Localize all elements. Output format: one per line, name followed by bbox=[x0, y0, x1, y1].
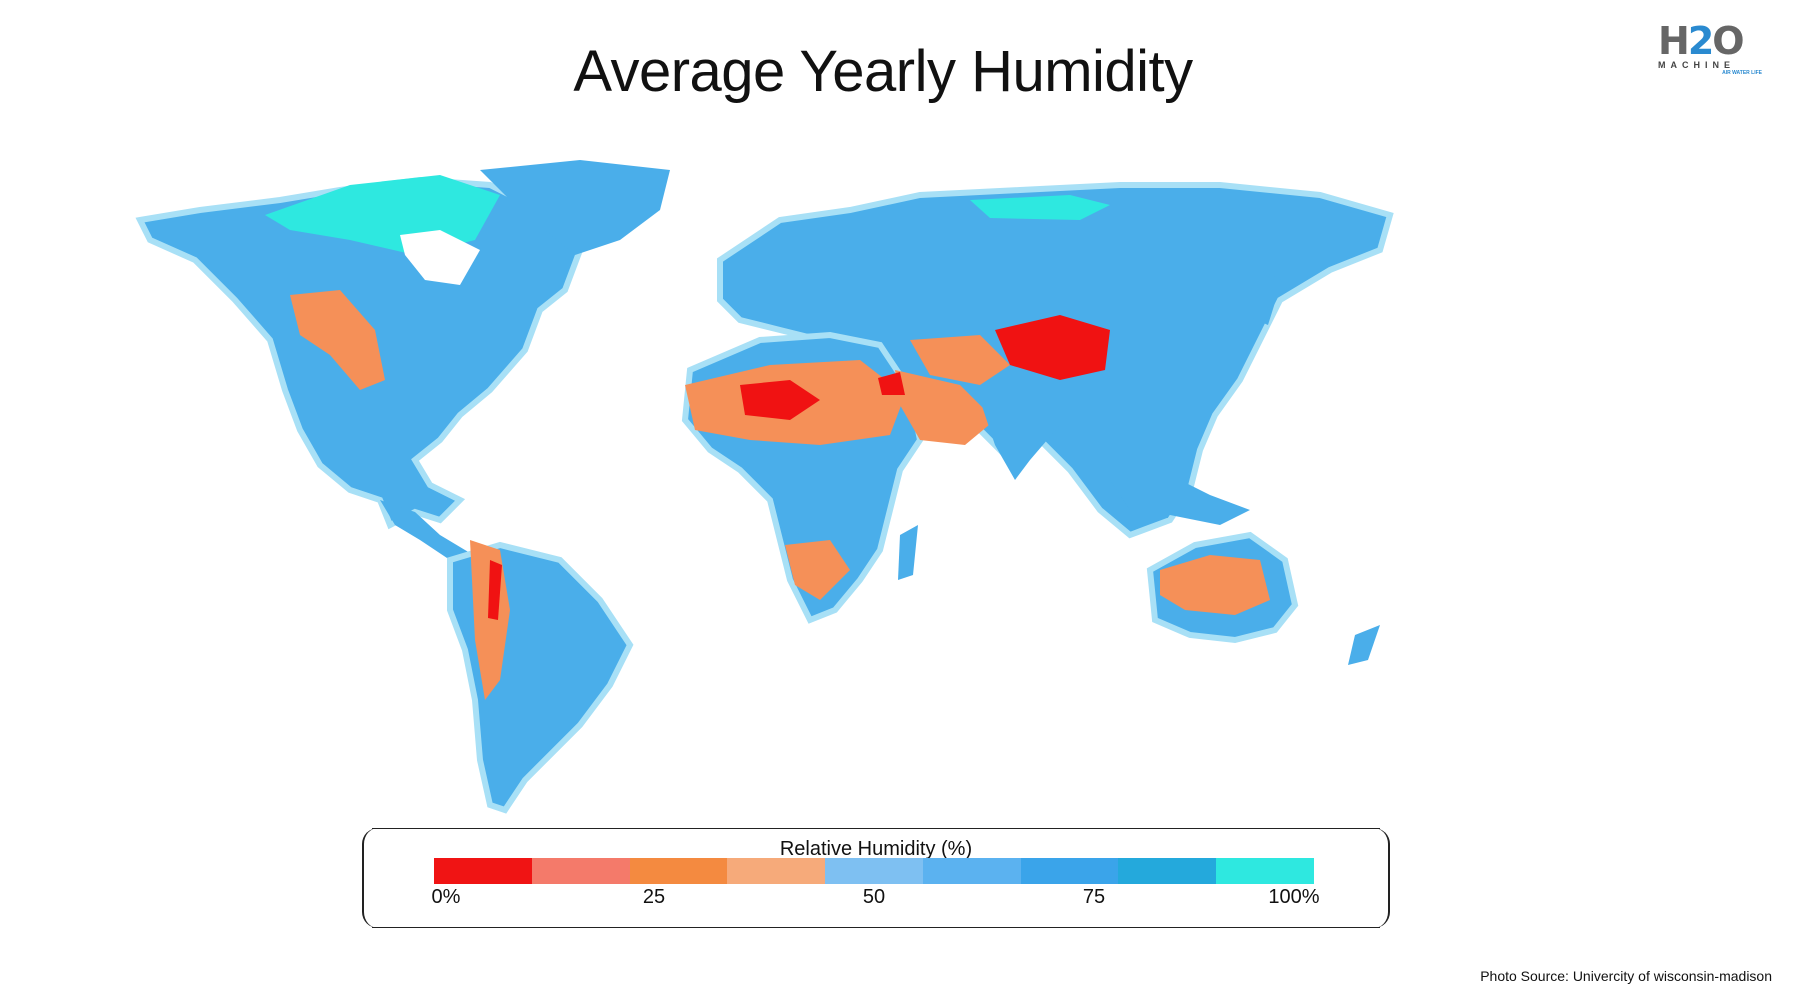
legend-title: Relative Humidity (%) bbox=[779, 838, 973, 860]
scale-swatch bbox=[922, 858, 1021, 884]
southeast-asia-islands bbox=[1110, 475, 1250, 525]
scale-swatch bbox=[1216, 858, 1315, 884]
map-title: Average Yearly Humidity bbox=[573, 39, 1193, 104]
legend-tick: 75 bbox=[1082, 886, 1106, 908]
scale-swatch bbox=[825, 858, 923, 884]
legend-tick: 25 bbox=[642, 886, 666, 908]
siberia-humid-zone bbox=[970, 195, 1110, 220]
us-southwest-dry-zone bbox=[290, 290, 385, 390]
arabian-peninsula bbox=[895, 370, 995, 445]
legend-tick: 100% bbox=[1268, 886, 1320, 908]
legend-tick: 50 bbox=[862, 886, 886, 908]
madagascar bbox=[898, 525, 918, 580]
color-scale bbox=[434, 858, 1315, 884]
japan bbox=[1252, 270, 1282, 325]
southern-africa-dry-zone bbox=[785, 540, 850, 600]
scale-swatch bbox=[531, 858, 630, 884]
photo-source: Photo Source: Univercity of wisconsin-ma… bbox=[1480, 968, 1772, 984]
arabia-very-dry-zone bbox=[878, 372, 905, 395]
logo-mark: H2O bbox=[1658, 19, 1745, 63]
scale-swatch bbox=[1020, 858, 1119, 884]
new-zealand bbox=[1348, 625, 1380, 665]
scale-swatch bbox=[629, 858, 728, 884]
hudson-bay bbox=[400, 230, 480, 285]
sahara-very-dry-zone bbox=[740, 380, 820, 420]
middle-east-dry-zone bbox=[910, 335, 1010, 385]
atacama-very-dry-zone bbox=[488, 560, 502, 620]
australia-dry-zone bbox=[1160, 555, 1270, 615]
scale-swatch bbox=[1118, 858, 1217, 884]
humidity-legend: Relative Humidity (%) 0% 25 50 75 100% bbox=[362, 828, 1390, 928]
logo-wordmark: MACHINE bbox=[1658, 60, 1735, 70]
world-humidity-map bbox=[135, 160, 1394, 814]
legend-tick: 0% bbox=[431, 886, 461, 908]
scale-swatch bbox=[434, 858, 532, 884]
greenland bbox=[480, 160, 670, 255]
indian-subcontinent bbox=[980, 395, 1060, 480]
logo-tagline: AIR WATER LIFE bbox=[1722, 70, 1762, 76]
h2o-machine-logo: H2O MACHINE AIR WATER LIFE bbox=[1658, 19, 1762, 76]
scale-swatch bbox=[727, 858, 826, 884]
tibet-very-dry-zone bbox=[995, 315, 1110, 380]
